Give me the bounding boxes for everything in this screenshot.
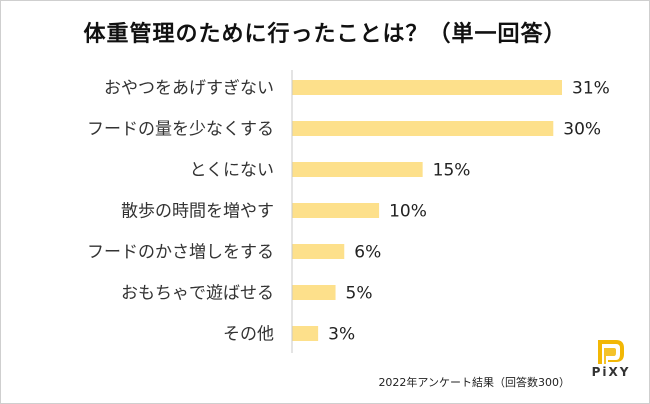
- category-label: とくにない: [190, 161, 275, 181]
- category-label: フードのかさ増しをする: [87, 243, 274, 263]
- brand-name: PiXY: [591, 365, 631, 379]
- category-label: おやつをあげすぎない: [104, 79, 274, 99]
- bar: [292, 244, 345, 259]
- value-label: 10%: [389, 202, 427, 222]
- value-label: 3%: [328, 325, 355, 345]
- category-label: その他: [223, 325, 274, 345]
- bar: [292, 203, 380, 218]
- bar: [292, 162, 423, 177]
- category-label: フードの量を少なくする: [87, 120, 274, 140]
- value-label: 30%: [563, 120, 601, 140]
- category-label: 散歩の時間を増やす: [121, 202, 274, 222]
- bar: [292, 326, 319, 341]
- chart-title: 体重管理のために行ったことは？（単一回答）: [83, 22, 567, 47]
- bar: [292, 285, 336, 300]
- value-label: 6%: [354, 243, 381, 263]
- value-label: 15%: [433, 161, 471, 181]
- value-label: 5%: [346, 284, 373, 304]
- bar: [292, 80, 562, 95]
- bar: [292, 121, 554, 136]
- pixy-logo-icon: [598, 340, 624, 364]
- value-label: 31%: [572, 79, 610, 99]
- survey-footnote: 2022年アンケート結果（回答数300）: [378, 376, 570, 389]
- category-label: おもちゃで遊ばせる: [121, 284, 274, 304]
